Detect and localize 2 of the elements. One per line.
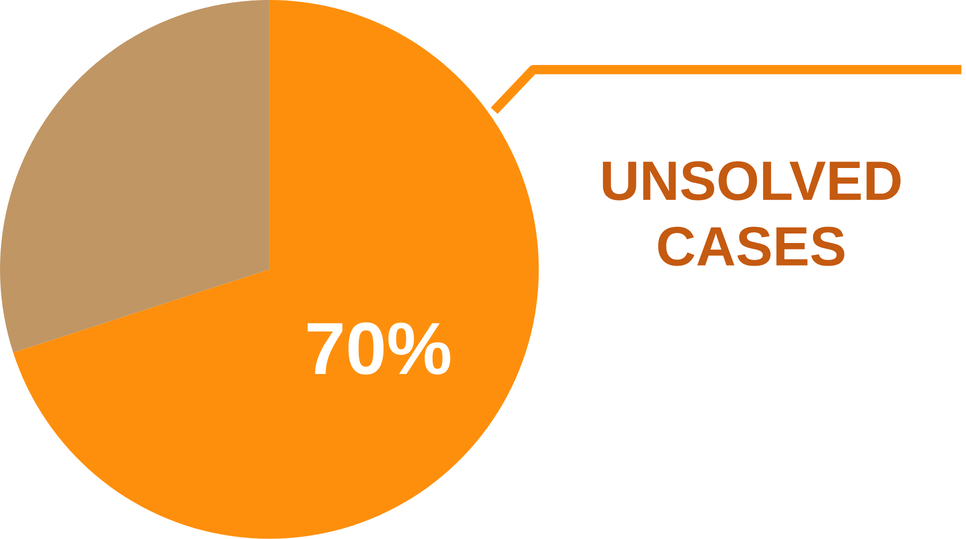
slice-label: UNSOLVED CASES (602, 161, 901, 266)
data-label: 70% (308, 322, 450, 375)
